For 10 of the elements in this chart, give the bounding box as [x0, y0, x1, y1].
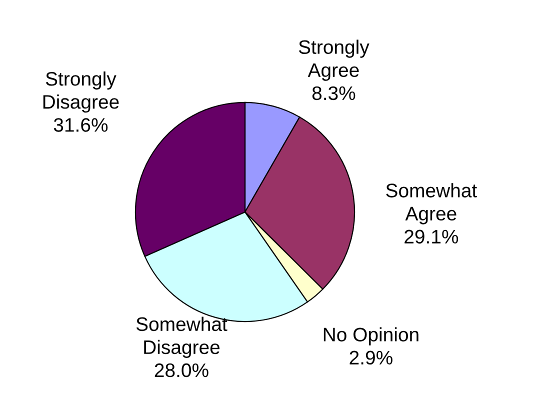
- slice-label: Somewhat Disagree: [136, 316, 228, 358]
- data-label: 31.6%: [54, 118, 108, 132]
- data-label: 29.1%: [404, 230, 458, 244]
- slice-label: Strongly Disagree: [43, 71, 119, 113]
- slice-label: No Opinion: [324, 327, 418, 346]
- data-label: 8.3%: [312, 86, 356, 100]
- slice-label: Strongly Agree: [298, 40, 370, 81]
- data-label: 28.0%: [154, 363, 208, 378]
- slice-label: Somewhat Agree: [386, 183, 477, 224]
- data-label: 2.9%: [350, 350, 392, 365]
